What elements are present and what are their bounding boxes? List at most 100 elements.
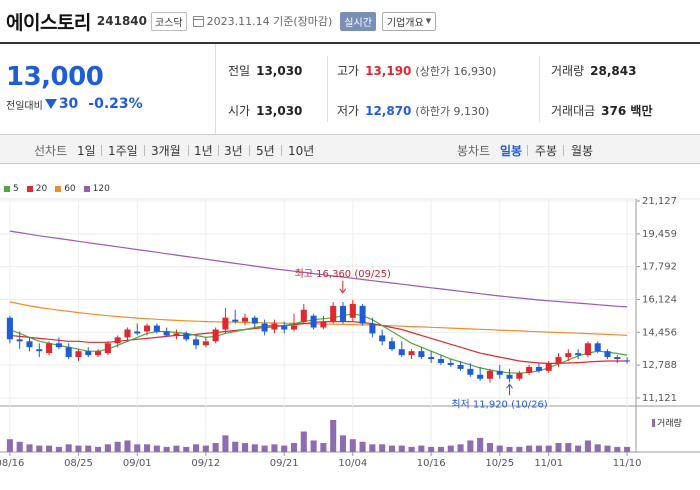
- tab-weekly[interactable]: 주봉: [535, 144, 558, 158]
- candle: [349, 299, 356, 322]
- candle-body: [95, 351, 102, 356]
- candle: [55, 337, 62, 350]
- price-chart[interactable]: 21,127 19,459 17,792 16,124 14,456 12,788 11,1…: [0, 164, 700, 490]
- high-annotation: 최고 16,360 (09/25): [295, 268, 391, 280]
- volume-bar: [75, 445, 82, 452]
- candle: [300, 303, 307, 324]
- legend-ma60[interactable]: 60: [55, 184, 76, 194]
- candle: [320, 315, 327, 330]
- candle: [428, 351, 435, 363]
- volume-bar: [624, 446, 631, 452]
- volume-bar: [232, 441, 239, 452]
- realtime-button[interactable]: 실시간: [340, 11, 376, 31]
- company-info-button[interactable]: 기업개요 ▼: [381, 11, 437, 31]
- candle-body: [134, 331, 141, 334]
- candle-body: [241, 317, 249, 322]
- tab-divider: [563, 145, 564, 156]
- volume-bar: [398, 445, 405, 452]
- volume-bar: [153, 445, 160, 452]
- x-tick-label: 08/16: [0, 458, 24, 469]
- candle-body: [467, 368, 474, 375]
- tab-1year[interactable]: 1년: [194, 144, 213, 158]
- candle: [36, 343, 43, 358]
- tab-3months[interactable]: 3개월: [151, 144, 181, 158]
- candle-body: [624, 360, 631, 362]
- stat-low: 저가 12,870 (하한가 9,130): [337, 104, 490, 118]
- candle-body: [408, 351, 415, 356]
- volume-bar: [339, 435, 347, 452]
- candle-body: [193, 339, 200, 346]
- legend-swatch: [26, 186, 33, 192]
- ma20-line: [9, 321, 628, 364]
- x-tick-label: 09/12: [191, 458, 220, 469]
- x-tick-label: 09/01: [123, 458, 152, 469]
- volume-bar: [85, 445, 92, 452]
- tab-1day[interactable]: 1일: [77, 144, 96, 158]
- candle-body: [104, 343, 111, 354]
- tab-1week[interactable]: 1주일: [108, 144, 138, 158]
- volume-bar: [183, 446, 190, 452]
- volume-bar: [486, 443, 493, 452]
- ma-legend: 5 20 60 120: [4, 184, 110, 194]
- volume-bar: [535, 445, 542, 452]
- legend-ma5[interactable]: 5: [4, 184, 19, 194]
- candle: [379, 329, 386, 346]
- calendar-icon: [192, 15, 204, 27]
- candle-body: [26, 341, 33, 348]
- candle: [388, 337, 396, 352]
- ma60-line: [9, 301, 628, 336]
- candle-body: [545, 362, 552, 371]
- price-change: 전일대비 30 -0.23%: [6, 96, 143, 112]
- candle: [241, 313, 249, 326]
- volume-bar: [330, 420, 337, 452]
- candle-body: [388, 341, 396, 350]
- candle: [437, 355, 444, 365]
- volume-bar: [614, 446, 621, 452]
- volume-swatch: [652, 418, 655, 427]
- change-value: 30: [58, 96, 79, 112]
- candle: [477, 366, 484, 381]
- candle-body: [300, 309, 307, 322]
- candle-body: [16, 339, 23, 342]
- candle-body: [379, 335, 386, 342]
- volume-bar: [300, 431, 307, 452]
- y-tick-label: 16,124: [642, 295, 677, 306]
- tab-divider: [144, 145, 145, 156]
- tab-10years[interactable]: 10년: [288, 144, 315, 158]
- volume-bar: [222, 435, 229, 452]
- tab-daily[interactable]: 일봉: [500, 144, 523, 158]
- candle-body: [251, 317, 258, 324]
- stock-header: 에이스토리 241840 코스닥 2023.11.14 기준(장마감) 실시간 …: [0, 0, 700, 42]
- candle-body: [506, 374, 513, 379]
- candle-body: [398, 349, 405, 356]
- volume-bar: [359, 441, 366, 452]
- legend-ma20[interactable]: 20: [26, 184, 47, 194]
- stats-table: 전일 13,030 시가 13,030 고가 13,190 (상한가 16,930) 저…: [215, 44, 700, 134]
- volume-bar: [604, 445, 611, 452]
- volume-bar: [467, 440, 474, 452]
- chart-grid: [0, 198, 700, 453]
- low-arrow-head: [506, 383, 513, 389]
- volume-bar: [388, 445, 396, 452]
- volume-bar: [65, 444, 72, 452]
- candle: [232, 309, 239, 324]
- candle: [496, 364, 503, 379]
- candle-body: [486, 370, 493, 379]
- candle: [75, 349, 82, 362]
- tab-divider: [527, 145, 528, 156]
- volume-bar: [565, 443, 572, 452]
- tab-5years[interactable]: 5년: [256, 144, 275, 158]
- candle: [134, 323, 141, 336]
- ma5-line: [9, 313, 628, 374]
- stock-name[interactable]: 에이스토리: [6, 11, 91, 34]
- stat-high: 고가 13,190 (상한가 16,930): [337, 64, 497, 78]
- y-tick-label: 14,456: [642, 327, 677, 338]
- legend-ma120[interactable]: 120: [83, 184, 110, 194]
- candle: [261, 319, 268, 336]
- candle-body: [183, 333, 190, 340]
- tab-3years[interactable]: 3년: [224, 144, 243, 158]
- tab-divider: [281, 145, 282, 156]
- tab-monthly[interactable]: 월봉: [571, 144, 594, 158]
- stat-open: 시가 13,030: [228, 104, 303, 118]
- candle-body: [339, 305, 347, 322]
